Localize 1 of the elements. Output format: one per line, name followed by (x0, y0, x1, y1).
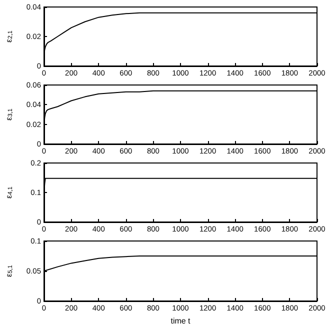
x-axis-title: time t (170, 316, 192, 326)
